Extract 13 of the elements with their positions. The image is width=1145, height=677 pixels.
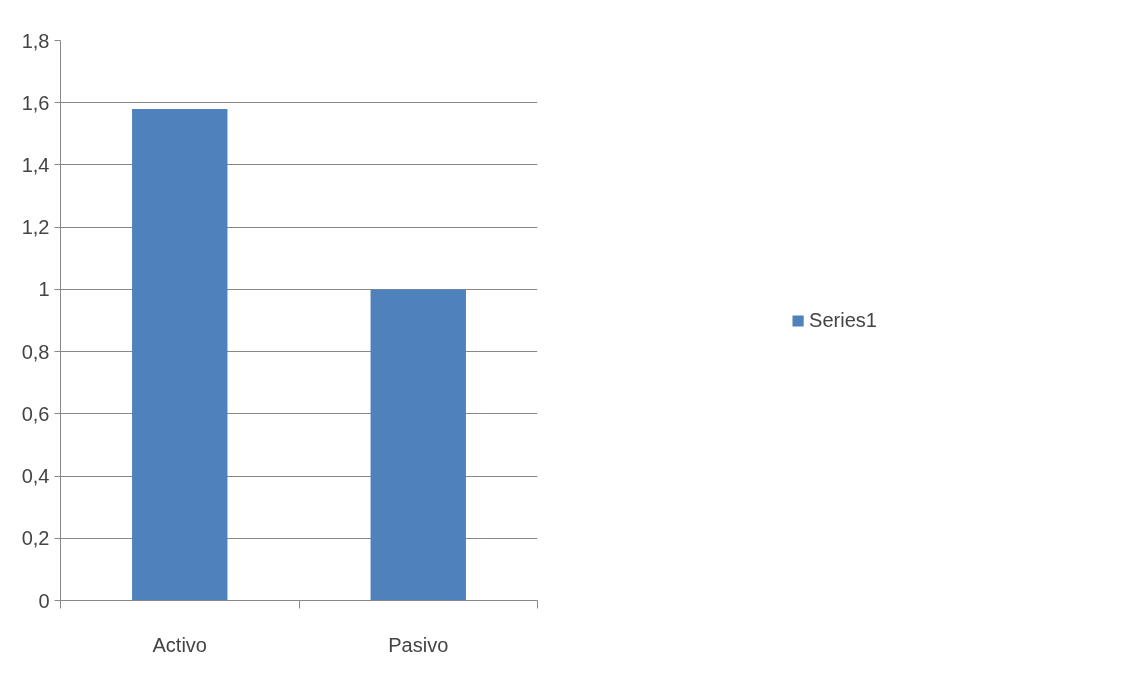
y-tick-label: 0,2 (21, 527, 50, 550)
x-tick-label: Pasivo (388, 633, 449, 656)
y-tick-label: 0,8 (21, 340, 50, 363)
y-tick-label: 0,6 (21, 402, 50, 425)
x-tick-label: Activo (152, 633, 207, 656)
y-tick-label: 1,2 (21, 216, 50, 239)
y-tick-label: 1,4 (21, 153, 50, 176)
y-tick-label: 1 (38, 278, 50, 301)
y-tick-label: 0,4 (21, 465, 50, 488)
legend-label: Series1 (809, 308, 877, 332)
y-tick-label: 1,8 (21, 29, 50, 52)
y-tick-label: 0 (38, 589, 50, 612)
y-tick-label: 1,6 (21, 91, 50, 114)
